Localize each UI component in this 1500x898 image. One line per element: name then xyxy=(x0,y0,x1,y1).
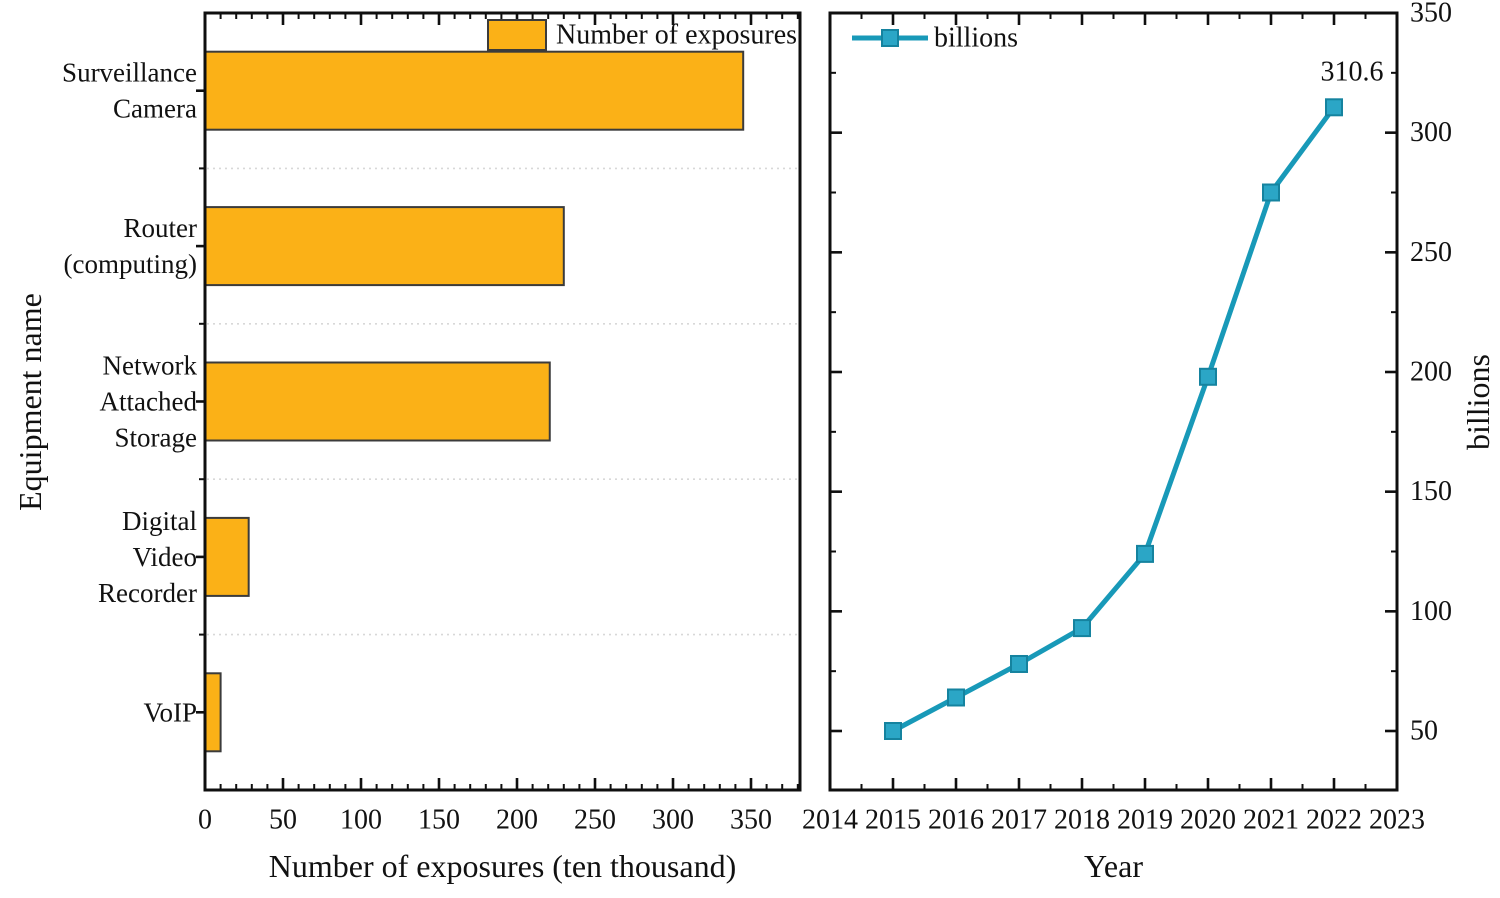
x-tick-label: 0 xyxy=(198,805,212,836)
bar-category-label: Recorder xyxy=(98,578,197,608)
bar-category-label: Digital xyxy=(122,506,197,536)
y-tick-label: 350 xyxy=(1410,0,1452,29)
data-point-marker xyxy=(1073,619,1091,638)
data-point-marker xyxy=(1010,654,1028,673)
x-tick-label: 300 xyxy=(652,805,694,836)
x-axis-title: Year xyxy=(1084,848,1143,884)
bar-category-label: Camera xyxy=(113,94,197,124)
bar-category-label: Storage xyxy=(115,423,197,453)
data-point-marker xyxy=(1136,544,1154,563)
x-tick-label: 50 xyxy=(269,805,297,836)
y-axis-title: billions xyxy=(1460,354,1496,450)
x-tick-label: 150 xyxy=(418,805,460,836)
x-tick-label: 2023 xyxy=(1369,805,1425,836)
x-tick-label: 250 xyxy=(574,805,616,836)
data-point-marker xyxy=(1325,98,1343,117)
legend-marker xyxy=(881,29,899,47)
x-tick-label: 350 xyxy=(730,805,772,836)
bar-category-label: Surveillance xyxy=(62,58,197,88)
peak-value-annotation: 310.6 xyxy=(1321,57,1384,88)
bar-category-label: VoIP xyxy=(143,697,197,727)
bar xyxy=(204,516,250,597)
bar xyxy=(204,206,565,287)
legend-label: billions xyxy=(934,23,1018,54)
data-point-marker xyxy=(884,722,902,740)
bar-category-label: Network xyxy=(103,351,198,381)
bar xyxy=(204,361,551,442)
x-tick-label: 2015 xyxy=(865,805,921,836)
bar-category-label: Attached xyxy=(100,387,198,417)
data-point-marker xyxy=(1262,183,1280,202)
trend-line xyxy=(891,105,1337,734)
x-tick-label: 2022 xyxy=(1306,805,1362,836)
legend-swatch xyxy=(487,19,547,51)
x-tick-label: 100 xyxy=(340,805,382,836)
data-point-marker xyxy=(947,688,965,707)
legend-label: Number of exposures xyxy=(556,20,797,51)
x-tick-label: 2019 xyxy=(1117,805,1173,836)
x-tick-label: 2016 xyxy=(928,805,984,836)
x-tick-label: 200 xyxy=(496,805,538,836)
x-axis-title: Number of exposures (ten thousand) xyxy=(269,848,736,884)
line-plot-frame xyxy=(828,11,1399,792)
data-point-marker xyxy=(1199,367,1217,386)
x-tick-label: 2021 xyxy=(1243,805,1299,836)
bar xyxy=(204,50,745,131)
x-tick-label: 2018 xyxy=(1054,805,1110,836)
x-tick-label: 2020 xyxy=(1180,805,1236,836)
y-tick-label: 50 xyxy=(1410,716,1438,747)
bar-category-label: Video xyxy=(133,542,197,572)
y-tick-label: 100 xyxy=(1410,596,1452,627)
x-tick-label: 2017 xyxy=(991,805,1047,836)
y-tick-label: 300 xyxy=(1410,117,1452,148)
y-axis-title: Equipment name xyxy=(12,293,48,511)
x-tick-label: 2014 xyxy=(802,805,858,836)
y-tick-label: 250 xyxy=(1410,237,1452,268)
bar xyxy=(204,672,222,753)
y-tick-label: 150 xyxy=(1410,476,1452,507)
y-tick-label: 200 xyxy=(1410,357,1452,388)
bar-category-label: (computing) xyxy=(64,249,197,279)
bar-category-label: Router xyxy=(124,213,198,243)
